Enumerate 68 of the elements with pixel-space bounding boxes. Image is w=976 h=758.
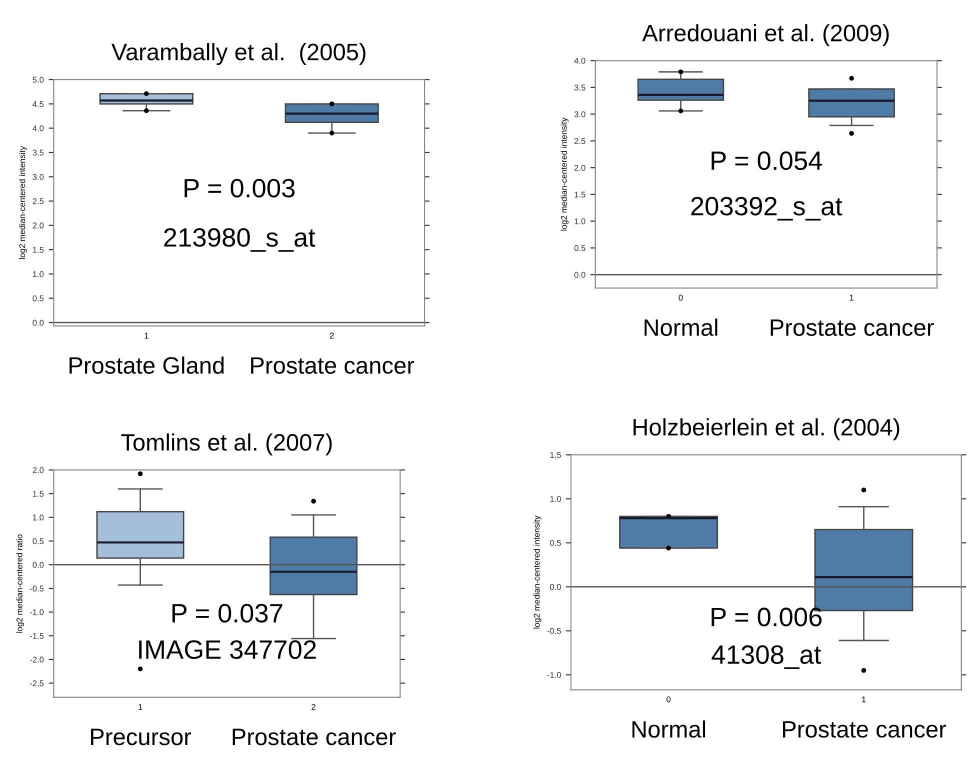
y-tick-label: 2.0 — [574, 164, 586, 171]
annotation: P = 0.037 — [172, 604, 282, 623]
text: 2 — [330, 332, 334, 338]
y-tick-label: 0.0 — [550, 584, 561, 590]
y-tick-label: 0.5 — [32, 295, 44, 302]
text: 2 — [312, 704, 316, 710]
y-axis-title: log2 median-centered ratio — [16, 534, 24, 633]
y-tick-label: -2.5 — [30, 680, 44, 686]
y-tick-label: 1.0 — [550, 496, 561, 502]
x-tick-label: Prostate Gland — [70, 356, 224, 374]
y-tick-label: 3.0 — [574, 111, 586, 118]
y-tick-label: 0.5 — [32, 538, 44, 544]
x-tick-label: Prostate cancer — [251, 357, 414, 374]
annotation: 41308_at — [712, 645, 822, 669]
y-tick-label: 1.0 — [33, 514, 44, 520]
y-tick-label: 2.5 — [574, 138, 586, 144]
y-tick-label: 0.5 — [550, 540, 561, 546]
annotation: IMAGE 347702 — [139, 640, 316, 659]
y-axis-title: log2 median-centered intensity — [560, 118, 568, 231]
y-tick-label: -0.5 — [30, 586, 44, 592]
text: 0 — [666, 696, 671, 702]
y-tick-label: 1.5 — [33, 246, 44, 253]
y-tick-label: -1.0 — [547, 672, 561, 678]
x-tick-label: Normal — [644, 318, 718, 336]
y-tick-label: 2.0 — [32, 222, 44, 228]
text: 1 — [862, 696, 866, 702]
annotation: P = 0.054 — [712, 151, 822, 170]
text: 0 — [678, 294, 683, 301]
y-tick-label: 0.0 — [32, 320, 44, 326]
x-tick-label: Normal — [632, 720, 706, 738]
chart-title: Tomlins et al. (2007) — [121, 433, 332, 456]
y-tick-label: 4.0 — [32, 125, 44, 132]
y-tick-label: -2.0 — [30, 656, 44, 663]
annotation: P = 0.003 — [184, 178, 295, 198]
chart-title: Arredouani et al. (2009) — [642, 24, 889, 46]
y-tick-label: -1.5 — [30, 633, 44, 639]
y-tick-label: 0.5 — [574, 245, 586, 252]
y-tick-label: 3.0 — [32, 174, 44, 180]
y-tick-label: 0.0 — [32, 562, 44, 568]
y-tick-label: 1.0 — [33, 271, 44, 278]
x-tick-label: Prostate cancer — [783, 721, 946, 738]
annotation: P = 0.006 — [712, 608, 822, 626]
y-tick-label: 4.0 — [574, 58, 586, 64]
x-tick-label: Prostate cancer — [770, 319, 934, 336]
y-tick-label: 4.5 — [32, 101, 44, 107]
x-tick-label: Prostate cancer — [232, 728, 396, 746]
y-axis-title: log2 median-centered intensity — [534, 516, 542, 628]
chart-title: Varambally et al. (2005) — [111, 43, 366, 66]
text: 1 — [144, 332, 148, 338]
annotation: 213980_s_at — [164, 228, 316, 252]
y-axis-title: log2 median-centered intensity — [19, 146, 27, 259]
y-tick-label: -0.5 — [547, 628, 561, 634]
y-tick-label: 1.5 — [33, 490, 44, 497]
y-tick-label: 2.5 — [32, 198, 44, 204]
x-tick-label: Precursor — [91, 728, 192, 746]
y-tick-label: 3.5 — [32, 150, 44, 156]
y-tick-label: 0.0 — [574, 272, 586, 278]
y-tick-label: -1.0 — [30, 609, 44, 616]
y-tick-label: 5.0 — [32, 76, 44, 83]
annotation: 203392_s_at — [691, 196, 842, 221]
y-tick-label: 1.0 — [574, 218, 586, 224]
y-tick-label: 1.5 — [574, 192, 586, 198]
text: 1 — [850, 294, 854, 301]
y-tick-label: 2.0 — [32, 467, 44, 474]
text: 1 — [138, 704, 142, 710]
y-tick-label: 3.5 — [574, 84, 586, 90]
chart-title: Holzbeierlein et al. (2004) — [634, 418, 900, 440]
y-tick-label: 1.5 — [550, 452, 561, 458]
